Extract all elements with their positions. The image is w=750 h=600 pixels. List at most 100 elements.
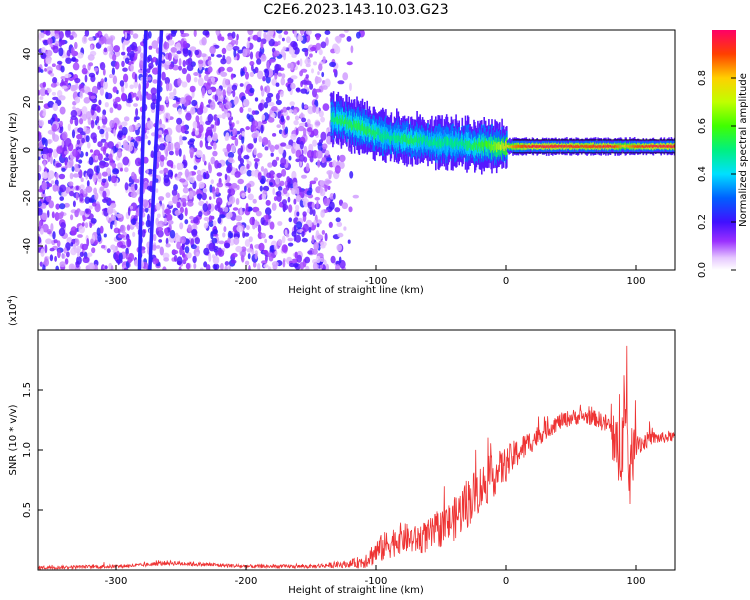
noise-blob: [302, 211, 307, 217]
noise-blob: [135, 108, 139, 117]
noise-blob: [291, 53, 297, 58]
noise-blob: [258, 102, 265, 111]
noise-blob: [263, 264, 269, 268]
snr-x-axis: -300 -200 -100 0 100: [105, 565, 646, 587]
noise-blob: [297, 125, 305, 132]
noise-blob: [217, 249, 225, 257]
noise-blob: [312, 139, 318, 147]
noise-blob: [111, 162, 117, 168]
noise-blob: [217, 201, 221, 209]
noise-blob: [307, 106, 314, 115]
noise-blob: [190, 244, 197, 250]
ridge-cell: [612, 145, 614, 148]
noise-blob: [192, 121, 198, 129]
noise-blob: [305, 63, 311, 68]
noise-blob: [204, 74, 209, 82]
noise-blob: [275, 82, 280, 87]
noise-blob: [45, 30, 51, 36]
noise-blob: [227, 157, 234, 163]
noise-blob: [273, 50, 280, 57]
noise-blob: [300, 88, 308, 94]
noise-blob: [302, 223, 309, 232]
noise-blob: [249, 216, 256, 226]
noise-blob: [124, 182, 129, 191]
noise-blob: [39, 261, 43, 267]
noise-blob: [236, 33, 239, 41]
noise-blob: [45, 58, 52, 65]
noise-blob: [115, 96, 121, 103]
noise-blob: [236, 225, 244, 233]
noise-blob: [58, 47, 64, 57]
noise-blob: [165, 60, 171, 66]
noise-blob: [103, 47, 108, 53]
noise-blob: [132, 231, 136, 238]
noise-blob: [313, 177, 318, 182]
noise-blob: [239, 206, 243, 216]
noise-blob: [227, 188, 232, 194]
ridge-cell: [555, 144, 557, 148]
noise-blob: [334, 45, 341, 55]
noise-blob: [81, 68, 88, 75]
noise-blob: [114, 122, 118, 130]
noise-blob: [90, 95, 96, 100]
noise-blob: [198, 181, 205, 189]
ridge-cell: [606, 144, 609, 148]
noise-blob: [55, 162, 62, 168]
noise-blob: [61, 167, 66, 172]
ridge-cell: [462, 139, 464, 146]
noise-blob: [244, 232, 250, 237]
noise-blob: [158, 143, 166, 151]
noise-blob: [286, 106, 291, 111]
noise-blob: [84, 222, 89, 229]
noise-blob: [258, 195, 262, 201]
noise-blob: [283, 52, 286, 61]
noise-blob: [305, 265, 310, 270]
noise-blob: [348, 206, 353, 213]
noise-blob: [280, 157, 287, 166]
noise-blob: [254, 66, 259, 74]
noise-blob: [226, 43, 233, 52]
noise-blob: [264, 146, 269, 151]
noise-blob: [115, 259, 123, 264]
noise-blob: [178, 65, 183, 71]
colorbar-label: Normalized spectral amplitude: [738, 73, 749, 227]
snr-multiplier-exp: 4: [6, 298, 14, 303]
noise-blob: [52, 134, 60, 142]
noise-blob: [202, 59, 207, 68]
noise-blob: [212, 142, 217, 150]
noise-blob: [281, 169, 287, 177]
noise-blob: [101, 178, 107, 183]
ridge-cell: [423, 135, 425, 143]
noise-blob: [260, 217, 265, 226]
noise-blob: [115, 245, 118, 250]
noise-blob: [72, 173, 80, 178]
noise-blob: [122, 41, 129, 46]
noise-blob: [210, 77, 216, 83]
noise-blob: [315, 106, 320, 115]
noise-blob: [73, 33, 78, 38]
noise-blob: [70, 109, 78, 118]
noise-blob: [59, 203, 66, 210]
noise-blob: [318, 139, 324, 144]
noise-blob: [59, 184, 67, 193]
noise-blob: [139, 60, 144, 70]
noise-blob: [248, 265, 251, 270]
noise-blob: [311, 202, 315, 210]
noise-blob: [67, 123, 71, 131]
noise-blob: [114, 61, 120, 70]
noise-blob: [285, 144, 292, 149]
noise-blob: [335, 217, 341, 223]
noise-blob: [294, 251, 298, 259]
noise-blob: [187, 200, 194, 207]
noise-blob: [134, 183, 138, 191]
noise-blob: [44, 244, 48, 254]
noise-blob: [225, 56, 232, 65]
noise-blob: [203, 222, 208, 229]
noise-blob: [246, 40, 250, 50]
noise-blob: [220, 58, 227, 65]
noise-blob: [279, 180, 285, 187]
noise-blob: [251, 110, 256, 116]
noise-blob: [286, 36, 291, 44]
noise-blob: [158, 130, 163, 135]
noise-blob: [269, 182, 273, 186]
